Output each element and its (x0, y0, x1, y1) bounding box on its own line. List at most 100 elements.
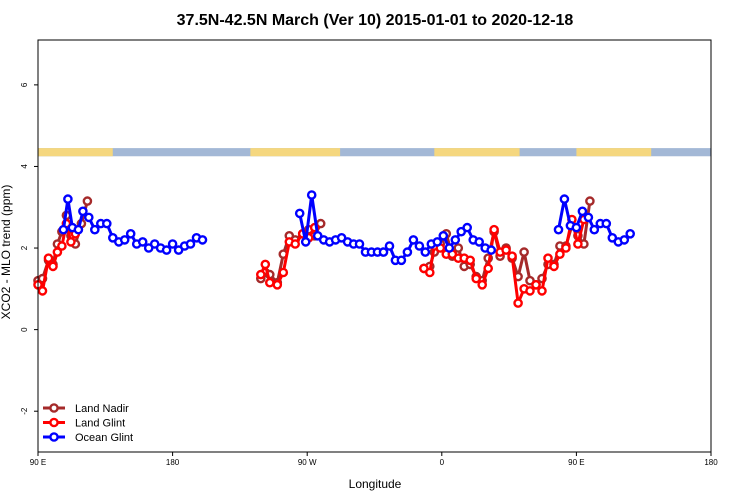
x-tick-label: 90 W (298, 458, 317, 467)
data-point (414, 241, 425, 251)
data-point (465, 255, 476, 266)
legend-marker (49, 403, 59, 413)
data-point (432, 237, 443, 247)
data-point (48, 261, 58, 272)
data-point (573, 239, 583, 249)
data-point (589, 224, 600, 235)
ocean-band (38, 148, 711, 157)
legend-marker (49, 417, 59, 428)
data-point (354, 239, 365, 249)
data-point (137, 237, 148, 247)
data-point (384, 241, 395, 251)
data-point (453, 243, 464, 253)
x-tick-label: 90 E (568, 458, 584, 467)
data-point (444, 243, 455, 253)
data-point (438, 230, 449, 241)
data-point (625, 228, 636, 239)
data-point (197, 235, 208, 245)
data-point (577, 206, 588, 217)
data-point (549, 261, 559, 272)
series-land-glint (33, 214, 589, 308)
data-point (537, 286, 547, 296)
data-point (486, 245, 497, 255)
data-point (84, 212, 94, 223)
legend-marker (49, 432, 59, 442)
data-point (450, 235, 461, 245)
data-point (185, 239, 196, 249)
legend: Land Nadir Land Glint Ocean Glint (43, 403, 133, 444)
x-tick-label: 90 E (30, 458, 46, 467)
data-point (161, 245, 172, 255)
data-point (471, 273, 482, 284)
land-band (38, 148, 113, 157)
y-tick-label: 4 (20, 164, 29, 169)
y-tick-label: 0 (20, 327, 29, 332)
data-point (125, 228, 136, 239)
y-tick-label: 6 (20, 82, 29, 87)
data-point (58, 224, 69, 235)
data-point (474, 237, 485, 247)
data-point (402, 247, 413, 257)
series-line (36, 222, 77, 293)
x-axis-label: Longitude (349, 477, 402, 491)
data-point (63, 194, 73, 204)
data-point (531, 279, 541, 290)
data-point (57, 241, 67, 251)
data-point (264, 277, 275, 288)
data-point (462, 222, 473, 233)
data-point (43, 253, 54, 264)
data-point (559, 194, 570, 204)
y-tick-label: -2 (20, 407, 29, 415)
data-point (585, 196, 595, 206)
data-point (73, 224, 84, 235)
data-point (78, 206, 88, 217)
data-point (378, 247, 389, 257)
data-point (408, 235, 419, 245)
data-point (37, 286, 48, 296)
series-ocean-glint (58, 190, 636, 266)
data-point (561, 243, 571, 253)
data-point (513, 298, 523, 308)
x-tick-label: 0 (440, 458, 445, 467)
data-point (272, 279, 283, 290)
data-point (306, 190, 317, 200)
legend-label: Land Glint (75, 418, 125, 430)
data-point (82, 196, 93, 206)
data-point (90, 224, 100, 235)
data-point (571, 222, 582, 233)
data-point (483, 263, 494, 274)
data-point (601, 218, 612, 229)
data-point (525, 286, 535, 296)
data-point (396, 255, 407, 266)
x-tick-label: 180 (704, 458, 718, 467)
data-point (489, 224, 499, 235)
data-point (477, 279, 488, 290)
land-band (434, 148, 520, 157)
x-axis: 90 E 180 90 W 0 90 E 180 (30, 452, 718, 467)
data-point (294, 208, 305, 219)
data-point (420, 247, 431, 257)
data-point (543, 253, 553, 264)
data-point (519, 247, 529, 257)
series-layer (33, 190, 636, 308)
data-point (278, 267, 289, 278)
data-point (501, 245, 511, 255)
land-band (576, 148, 652, 157)
x-tick-label: 180 (166, 458, 180, 467)
data-point (260, 259, 271, 270)
y-axis: -2 0 2 4 6 (20, 82, 38, 415)
y-tick-label: 2 (20, 245, 29, 250)
data-point (300, 237, 311, 247)
land-band (250, 148, 341, 157)
data-point (555, 249, 565, 259)
legend-label: Ocean Glint (75, 432, 133, 444)
data-point (507, 251, 517, 262)
data-point (553, 224, 564, 235)
data-point (290, 239, 301, 249)
data-point (424, 267, 435, 278)
land-mask-strip (38, 148, 711, 157)
data-point (102, 218, 112, 229)
data-point (619, 235, 630, 245)
data-point (583, 212, 594, 223)
data-point (119, 235, 130, 245)
